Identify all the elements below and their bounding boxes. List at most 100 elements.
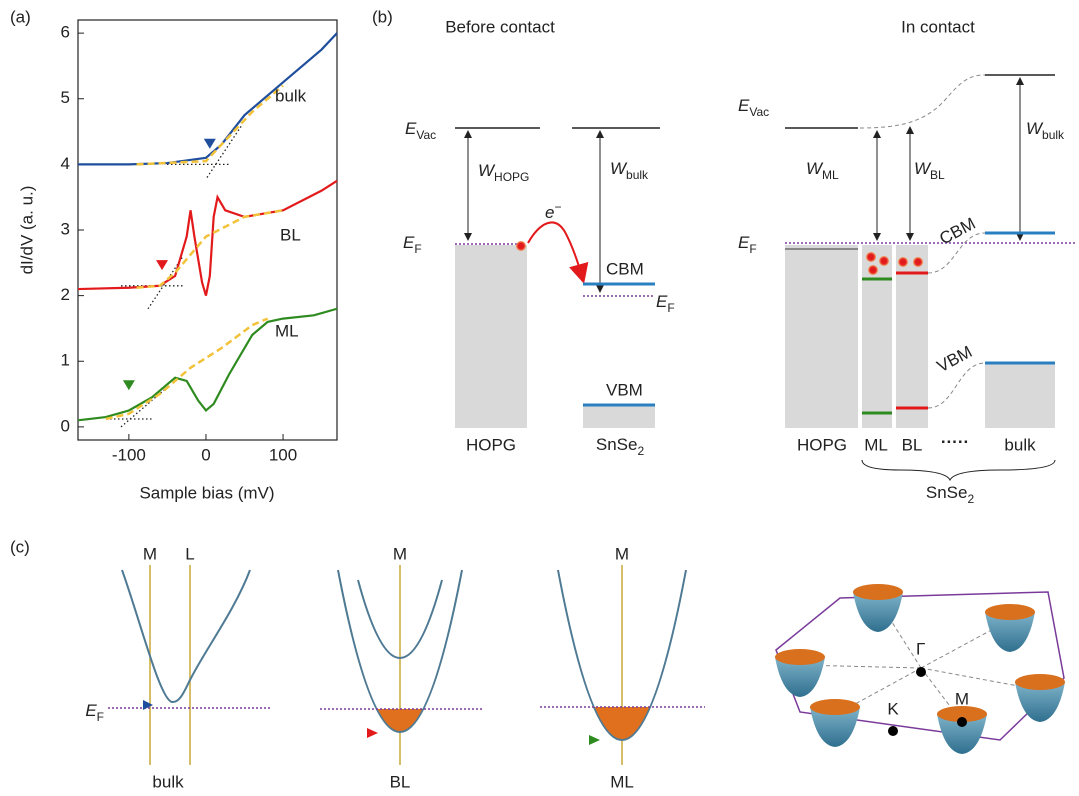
bulk-block	[985, 363, 1055, 428]
label: SnSe2	[596, 435, 645, 458]
cone-top	[1015, 674, 1065, 690]
panel-a: Sample bias (mV) dI/dV (a. u.) 0 1 2 3 4 5 6 -1…	[17, 19, 338, 502]
label-part: HOPG	[494, 170, 529, 184]
shape	[834, 667, 922, 716]
ml-block	[862, 245, 892, 428]
label: WHOPG	[478, 161, 529, 184]
cone	[810, 707, 860, 747]
series-label: bulk	[275, 86, 307, 105]
x-tick-label: 0	[201, 445, 210, 464]
label: EF	[738, 233, 757, 256]
label: HOPG	[466, 435, 516, 454]
cone-top	[853, 584, 903, 600]
band	[121, 569, 251, 703]
label: M	[143, 544, 157, 563]
band-bend	[927, 232, 986, 274]
fit-line	[136, 84, 284, 166]
panel-label: (c)	[10, 537, 30, 556]
label: K	[887, 699, 899, 718]
label-part: bulk	[1042, 128, 1065, 142]
label-part: Vac	[416, 128, 436, 142]
in-contact: In contact EVac WML WBL Wbulk EF CBM VBM…	[738, 17, 1075, 506]
fit-line	[136, 209, 284, 289]
label-part: W	[1026, 119, 1044, 138]
tangent-lines	[106, 124, 243, 428]
label: L	[185, 544, 194, 563]
hopg-block	[785, 245, 858, 428]
shape	[879, 256, 889, 266]
label-part: ML	[822, 168, 839, 182]
label-part: W	[914, 159, 932, 178]
brace	[861, 459, 1056, 482]
label: Γ	[916, 639, 925, 658]
label: e−	[545, 200, 561, 222]
label: HOPG	[797, 435, 847, 454]
marker	[367, 728, 378, 738]
y-tick-label: 0	[61, 416, 70, 435]
label: EVac	[405, 119, 436, 142]
label: bulk	[152, 772, 184, 791]
label: Wbulk	[1026, 119, 1065, 142]
zone-boundary	[775, 591, 1065, 741]
x-tick-label: 100	[269, 445, 297, 464]
label-part: F	[667, 301, 674, 315]
x-axis-label: Sample bias (mV)	[139, 483, 274, 502]
label-part: BL	[930, 168, 945, 182]
onset-marker	[203, 138, 216, 149]
label-part: e	[545, 203, 554, 222]
label: SnSe2	[926, 483, 975, 506]
point	[916, 667, 926, 677]
label-part: Vac	[749, 105, 769, 119]
valence-block	[583, 405, 655, 428]
label-part: SnSe	[596, 435, 638, 454]
series-label: ML	[275, 321, 299, 340]
vacuum-bend	[859, 74, 986, 129]
cone	[985, 612, 1035, 652]
band	[557, 569, 687, 741]
before-contact: Before contact EVac WHOPG Wbulk EF e− CB…	[403, 17, 675, 458]
cone	[937, 714, 987, 754]
transfer-arrow	[527, 221, 589, 284]
label: VBM	[934, 342, 975, 376]
label-part: W	[806, 159, 824, 178]
y-tick-label: 2	[61, 285, 70, 304]
label: bulk	[1004, 435, 1036, 454]
band-sketches: M L EF bulk M BL M ML	[85, 544, 705, 791]
label: M	[393, 544, 407, 563]
marker	[589, 735, 600, 745]
cone	[775, 657, 825, 697]
label-part: E	[85, 701, 97, 720]
label: WBL	[914, 159, 945, 182]
label: ·····	[941, 432, 969, 451]
label: EVac	[738, 96, 769, 119]
label-part: E	[405, 119, 417, 138]
label: CBM	[606, 259, 644, 278]
y-tick-label: 4	[61, 154, 70, 173]
electrons	[866, 252, 923, 275]
label-part: −	[554, 200, 561, 214]
label: M	[615, 544, 629, 563]
band	[337, 569, 463, 733]
label-part: bulk	[626, 168, 649, 182]
label-part: E	[403, 233, 415, 252]
point	[957, 717, 967, 727]
y-axis-label: dI/dV (a. u.)	[17, 186, 36, 275]
shape	[913, 257, 923, 267]
label: ML	[864, 435, 888, 454]
label: WML	[806, 159, 839, 182]
electron	[516, 241, 526, 251]
title: Before contact	[445, 17, 555, 36]
shape	[868, 265, 878, 275]
band	[357, 579, 443, 659]
band-bend	[927, 362, 986, 409]
label: Wbulk	[610, 159, 649, 182]
shape	[898, 257, 908, 267]
label-part: W	[478, 161, 496, 180]
cone-top	[775, 649, 825, 665]
y-tick-label: 5	[61, 88, 70, 107]
label: EF	[85, 701, 104, 724]
label-part: E	[738, 96, 750, 115]
fit-line	[105, 317, 269, 421]
y-tick-label: 6	[61, 23, 70, 42]
